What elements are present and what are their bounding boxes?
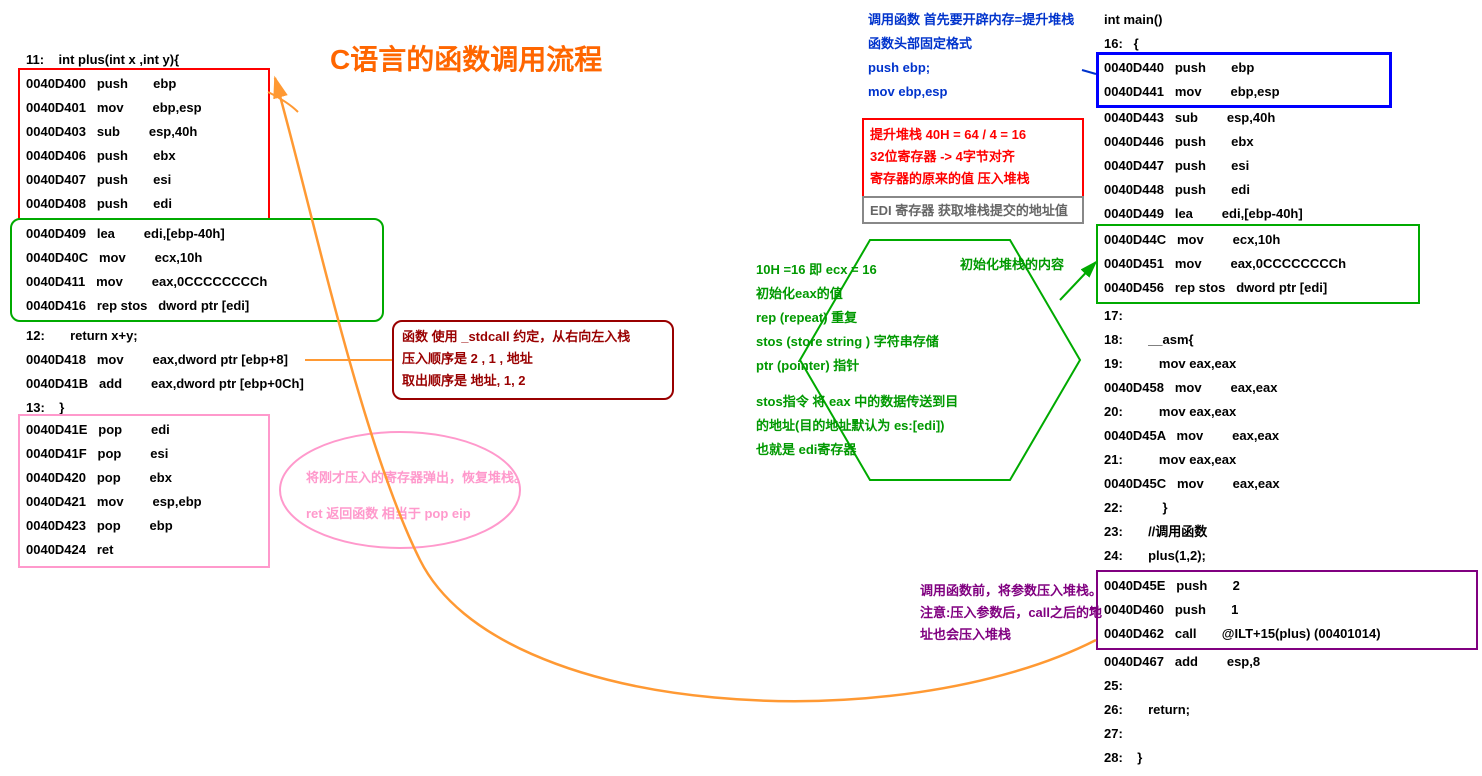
asm-line: 23: //调用函数 xyxy=(1104,520,1280,544)
asm-line: 0040D403 sub esp,40h xyxy=(26,120,202,144)
asm-line: 0040D45A mov eax,eax xyxy=(1104,424,1280,448)
asm-line: 26: return; xyxy=(1104,698,1260,722)
asm-line: 0040D416 rep stos dword ptr [edi] xyxy=(26,294,267,318)
note-line: 提升堆栈 40H = 64 / 4 = 16 xyxy=(870,124,1030,146)
asm-line: 22: } xyxy=(1104,496,1280,520)
asm-line: 27: xyxy=(1104,722,1260,746)
asm-line: 0040D407 push esi xyxy=(26,168,202,192)
note-line: 函数头部固定格式 xyxy=(868,32,1074,56)
asm-line: 20: mov eax,eax xyxy=(1104,400,1280,424)
note-line: ptr (pointer) 指针 xyxy=(756,354,958,378)
note-line: 初始化eax的值 xyxy=(756,282,958,306)
asm-line: 0040D447 push esi xyxy=(1104,154,1303,178)
note-line: mov ebp,esp xyxy=(868,80,1074,104)
asm-line: 0040D411 mov eax,0CCCCCCCCh xyxy=(26,270,267,294)
asm-line: 0040D451 mov eax,0CCCCCCCCh xyxy=(1104,252,1346,276)
asm-line: 0040D456 rep stos dword ptr [edi] xyxy=(1104,276,1346,300)
note-line: stos指令 将 eax 中的数据传送到目 xyxy=(756,390,958,414)
note-line: 址也会压入堆栈 xyxy=(920,624,1102,646)
note-line: 调用函数 首先要开辟内存=提升堆栈 xyxy=(868,8,1074,32)
note-line: ret 返回函数 相当于 pop eip xyxy=(306,502,527,526)
asm-line: 0040D400 push ebp xyxy=(26,72,202,96)
note-line: 的地址(目的地址默认为 es:[edi]) xyxy=(756,414,958,438)
note-line: 注意:压入参数后，call之后的地 xyxy=(920,602,1102,624)
asm-line: 0040D423 pop ebp xyxy=(26,514,202,538)
asm-line: 0040D424 ret xyxy=(26,538,202,562)
note-line: 压入顺序是 2 , 1 , 地址 xyxy=(402,348,630,370)
asm-line: 21: mov eax,eax xyxy=(1104,448,1280,472)
asm-line: 0040D446 push ebx xyxy=(1104,130,1303,154)
asm-line: 0040D41E pop edi xyxy=(26,418,202,442)
asm-line: 0040D406 push ebx xyxy=(26,144,202,168)
gray-note: EDI 寄存器 获取堆栈提交的地址值 xyxy=(870,200,1068,219)
asm-line: 0040D443 sub esp,40h xyxy=(1104,106,1303,130)
asm-line: 0040D45E push 2 xyxy=(1104,574,1381,598)
asm-line: 0040D45C mov eax,eax xyxy=(1104,472,1280,496)
asm-line: 0040D440 push ebp xyxy=(1104,56,1280,80)
asm-line: 0040D41F pop esi xyxy=(26,442,202,466)
note-line: 将刚才压入的寄存器弹出，恢复堆栈。 xyxy=(306,466,527,490)
asm-line: 0040D458 mov eax,eax xyxy=(1104,376,1280,400)
asm-line: 0040D460 push 1 xyxy=(1104,598,1381,622)
asm-line: 0040D409 lea edi,[ebp-40h] xyxy=(26,222,267,246)
note-line: 寄存器的原来的值 压入堆栈 xyxy=(870,168,1030,190)
asm-line: 18: __asm{ xyxy=(1104,328,1280,352)
note-line: 10H =16 即 ecx = 16 xyxy=(756,258,958,282)
asm-line: 0040D449 lea edi,[ebp-40h] xyxy=(1104,202,1303,226)
asm-line: 0040D420 pop ebx xyxy=(26,466,202,490)
asm-line: 0040D40C mov ecx,10h xyxy=(26,246,267,270)
line-12: 12: return x+y; xyxy=(26,324,138,348)
note-line: push ebp; xyxy=(868,56,1074,80)
note-line: 调用函数前，将参数压入堆栈。 xyxy=(920,580,1102,602)
asm-line: 0040D441 mov ebp,esp xyxy=(1104,80,1280,104)
asm-line: 0040D41B add eax,dword ptr [ebp+0Ch] xyxy=(26,372,304,396)
asm-line: 0040D418 mov eax,dword ptr [ebp+8] xyxy=(26,348,304,372)
asm-line: 0040D408 push edi xyxy=(26,192,202,216)
asm-line: 0040D467 add esp,8 xyxy=(1104,650,1260,674)
asm-line: 24: plus(1,2); xyxy=(1104,544,1280,568)
asm-line: 0040D462 call @ILT+15(plus) (00401014) xyxy=(1104,622,1381,646)
asm-line: 0040D421 mov esp,ebp xyxy=(26,490,202,514)
note-line: rep (repeat) 重复 xyxy=(756,306,958,330)
asm-line: 17: xyxy=(1104,304,1280,328)
asm-line: 0040D401 mov ebp,esp xyxy=(26,96,202,120)
note-line: 取出顺序是 地址, 1, 2 xyxy=(402,370,630,392)
main-title: C语言的函数调用流程 xyxy=(330,38,602,78)
note-line: 32位寄存器 -> 4字节对齐 xyxy=(870,146,1030,168)
asm-line: 28: } xyxy=(1104,746,1260,770)
asm-line: 0040D448 push edi xyxy=(1104,178,1303,202)
note-line: stos (store string ) 字符串存储 xyxy=(756,330,958,354)
note-line: 函数 使用 _stdcall 约定，从右向左入栈 xyxy=(402,326,630,348)
right-int-main: int main() xyxy=(1104,8,1163,32)
note-line: 也就是 edi寄存器 xyxy=(756,438,958,462)
hex-right-label: 初始化堆栈的内容 xyxy=(960,254,1064,273)
asm-line: 0040D44C mov ecx,10h xyxy=(1104,228,1346,252)
asm-line: 25: xyxy=(1104,674,1260,698)
asm-line: 19: mov eax,eax xyxy=(1104,352,1280,376)
